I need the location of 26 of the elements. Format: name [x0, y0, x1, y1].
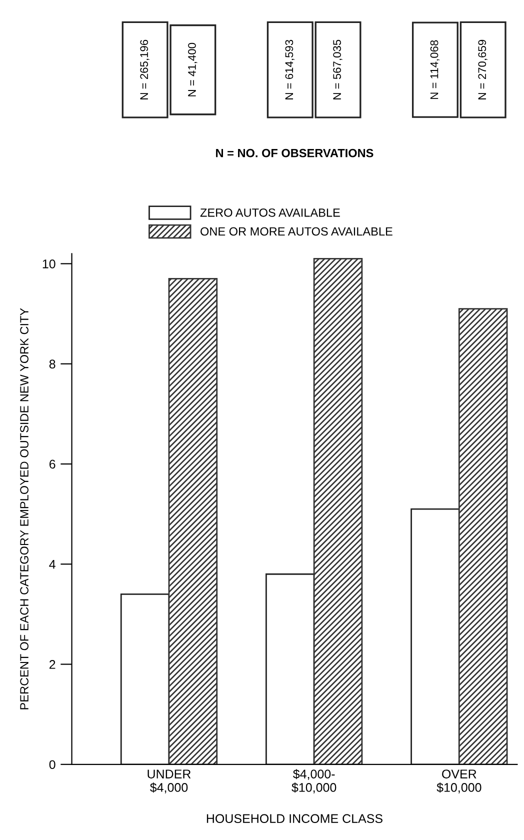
text: N = 270,659	[478, 40, 488, 100]
legend-label: ONE OR MORE AUTOS AVAILABLE	[200, 227, 392, 236]
y-tick-label: 2	[49, 660, 56, 669]
y-tick-label: 10	[42, 259, 56, 268]
x-axis-title: HOUSEHOLD INCOME CLASS	[206, 814, 382, 824]
text: N = 567,035	[333, 40, 342, 100]
x-tick-label: $4,000- $10,000	[292, 769, 336, 794]
x-tick-label: OVER $10,000	[436, 770, 482, 794]
text: N = 614,593	[285, 40, 294, 100]
text: N = NO. OF OBSERVATIONS	[216, 148, 374, 158]
bar	[120, 593, 170, 764]
x-tick-label: UNDER $4,000	[148, 770, 191, 794]
bar	[313, 258, 363, 764]
text: N = 114,068	[430, 40, 440, 99]
text: N = 265,196	[140, 40, 150, 100]
text: N = 41,400	[188, 42, 198, 96]
bar	[168, 278, 218, 764]
bar	[266, 573, 315, 764]
y-tick-label: 8	[49, 360, 56, 368]
bar	[410, 508, 460, 764]
y-tick-label: 6	[50, 460, 56, 469]
bar	[458, 308, 508, 764]
legend-label: ZERO AUTOS AVAILABLE	[200, 208, 340, 217]
y-tick-label: 4	[49, 560, 56, 569]
y-tick-label: 0	[49, 760, 56, 770]
y-axis-title: PERCENT OF EACH CATEGORY EMPLOYED OUTSIDE NEW YORK CITY	[20, 308, 28, 710]
